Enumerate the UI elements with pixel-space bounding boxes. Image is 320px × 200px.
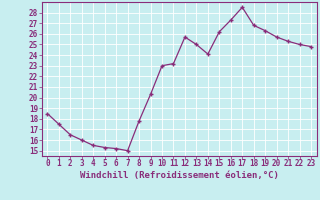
X-axis label: Windchill (Refroidissement éolien,°C): Windchill (Refroidissement éolien,°C)	[80, 171, 279, 180]
